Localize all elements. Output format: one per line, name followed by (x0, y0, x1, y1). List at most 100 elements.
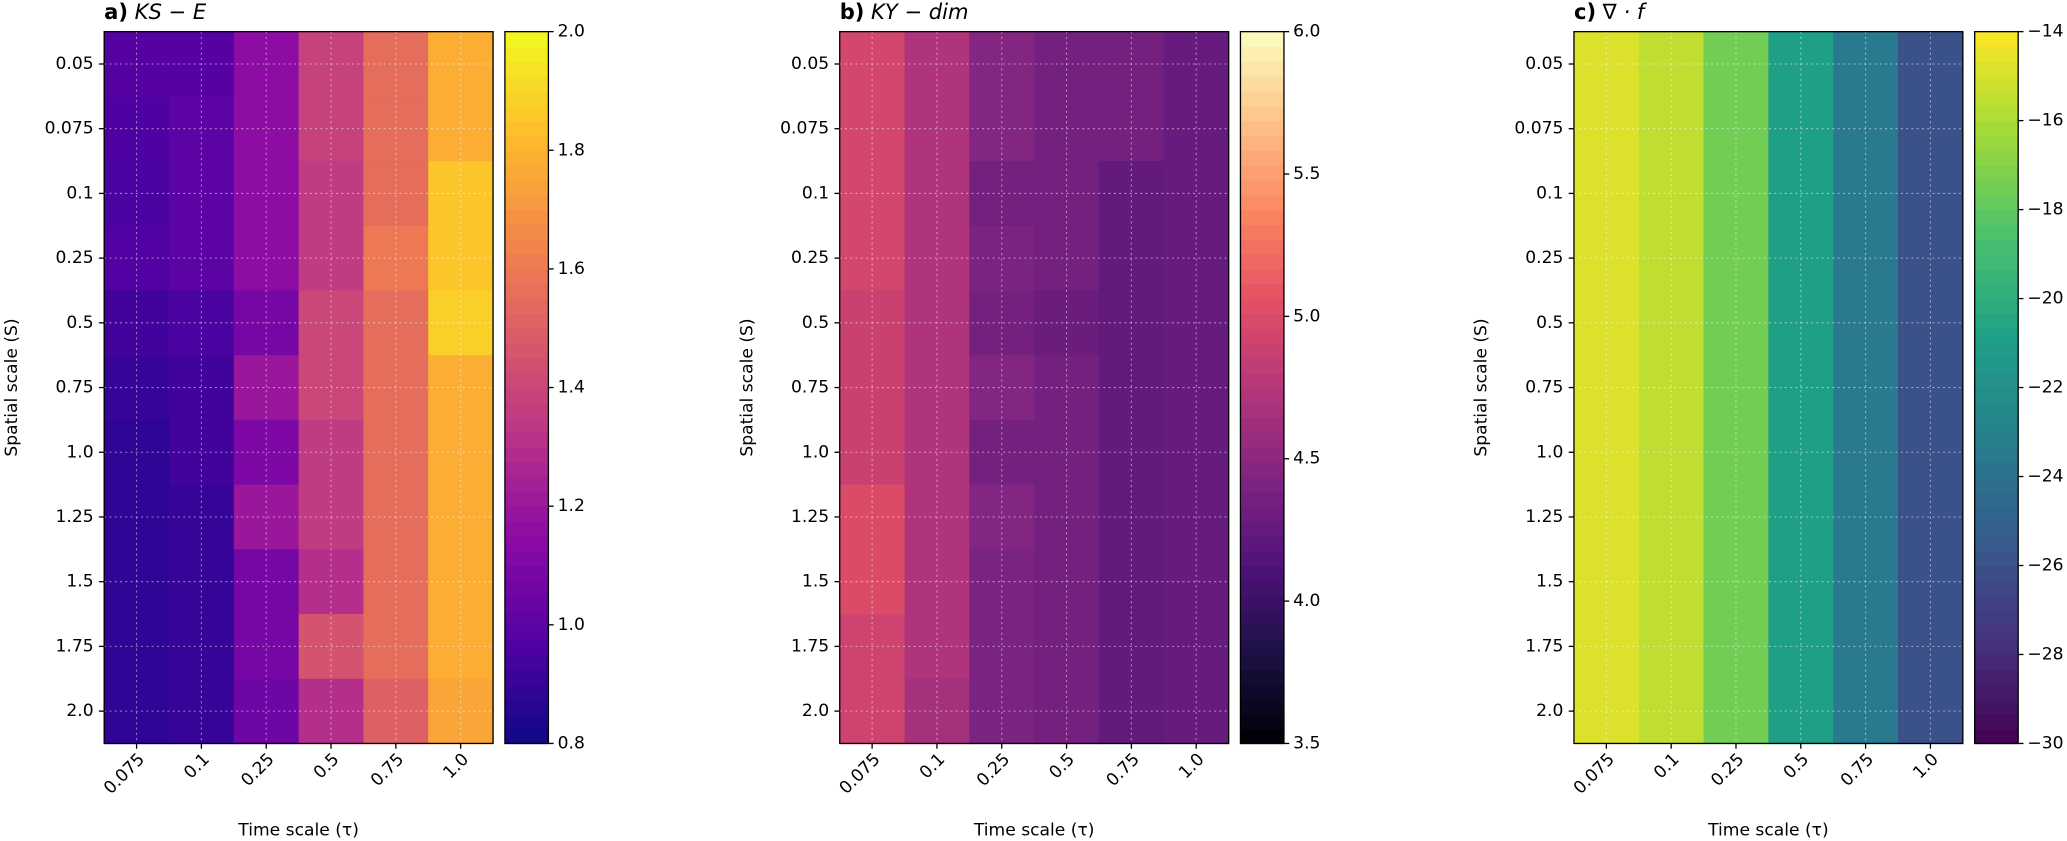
panel: 0.075 0.1 0.25 0.5 0.75 1.0 0.05 0.075 0.1 0.25 0.… (737, 0, 1320, 840)
colorbar-band (504, 31, 549, 48)
heatmap-cell (1703, 419, 1770, 486)
colorbar-tick-label: 1.8 (558, 140, 585, 160)
colorbar-band (1974, 491, 2019, 507)
colorbar-band (1974, 328, 2019, 344)
x-axis-label: Time scale (τ) (1707, 820, 1829, 840)
colorbar-band (1240, 491, 1284, 507)
colorbar-frame (1239, 30, 1285, 745)
colorbar-band (504, 328, 549, 344)
chart-title: c) ∇ · f (1574, 0, 1648, 24)
colorbar-band (1240, 179, 1284, 196)
colorbar-band (504, 165, 549, 181)
colorbar-band (504, 698, 549, 715)
colorbar-tick-label: 4.5 (1293, 449, 1320, 469)
colorbar-band (1974, 669, 2019, 685)
x-tick-label: 1.0 (1175, 750, 1208, 783)
colorbar-band (1240, 328, 1284, 344)
y-tick-label: 1.5 (802, 572, 829, 592)
colorbar-band (504, 179, 549, 196)
colorbar-band (1974, 624, 2019, 641)
colorbar-band (1240, 31, 1284, 48)
x-tick-label: 0.075 (1570, 750, 1619, 799)
colorbar-band (1974, 90, 2019, 107)
heatmap-cell (969, 614, 1035, 680)
colorbar-band (1974, 580, 2019, 596)
heatmap-cell (428, 614, 494, 680)
colorbar-tick-label: −20 (2027, 289, 2063, 309)
colorbar-band (1974, 194, 2019, 211)
colorbar-band (1240, 254, 1284, 270)
colorbar-tick-label: 5.5 (1293, 164, 1320, 184)
colorbar-band (1974, 684, 2019, 700)
colorbar-band (504, 550, 549, 567)
colorbar-band (1240, 120, 1284, 137)
y-tick-label: 2.0 (66, 701, 93, 721)
heatmap-cell (428, 419, 494, 486)
heatmap-cell (1163, 614, 1230, 680)
colorbar-band (1240, 624, 1284, 641)
colorbar-band (1974, 432, 2019, 448)
heatmap-cell (1898, 614, 1964, 680)
colorbar-band (1974, 224, 2019, 240)
colorbar-band (1974, 313, 2019, 329)
y-tick-label: 1.25 (791, 507, 829, 527)
colorbar-band (504, 268, 549, 285)
colorbar-band (1240, 535, 1284, 552)
colorbar-band (504, 224, 549, 240)
panel: 0.075 0.1 0.25 0.5 0.75 1.0 0.05 0.075 0.1 0.25 0.… (2, 0, 585, 840)
panel: 0.075 0.1 0.25 0.5 0.75 1.0 0.05 0.075 0.1 0.25 0.… (1472, 0, 2064, 840)
colorbar-band (1974, 372, 2019, 389)
x-tick-label: 0.075 (100, 750, 149, 799)
title-text: KS − E (135, 0, 207, 24)
panel-label: c) (1574, 0, 1596, 24)
y-axis-label: Spatial scale (S) (737, 318, 757, 456)
y-tick-label: 0.25 (1525, 248, 1563, 268)
colorbar-band (1974, 461, 2019, 478)
heatmap-cell (1703, 161, 1770, 227)
colorbar-band (1974, 595, 2019, 611)
colorbar-band (1240, 432, 1284, 448)
colorbar-band (1240, 105, 1284, 122)
heatmap-cell (233, 161, 300, 227)
heatmap-cell (428, 355, 494, 421)
colorbar-band (1240, 506, 1284, 522)
x-tick-label: 0.25 (1707, 750, 1748, 791)
colorbar-band (1240, 609, 1284, 626)
colorbar-band (1240, 268, 1284, 285)
y-axis-label: Spatial scale (S) (1472, 318, 1492, 456)
y-tick-label: 0.25 (791, 248, 829, 268)
heatmap-cell (1703, 614, 1770, 680)
y-tick-label: 1.75 (791, 636, 829, 656)
colorbar-band (1974, 46, 2019, 62)
x-tick-label: 0.75 (1837, 750, 1878, 791)
colorbar-band (1974, 61, 2019, 77)
colorbar-band (1974, 150, 2019, 166)
colorbar-tick-label: 1.6 (558, 259, 585, 279)
panel-label: b) (840, 0, 865, 24)
colorbar-band (1974, 120, 2019, 137)
colorbar-band (1240, 239, 1284, 255)
colorbar-band (504, 254, 549, 270)
x-axis-label: Time scale (τ) (973, 820, 1095, 840)
colorbar-tick-label: −16 (2027, 111, 2063, 131)
y-tick-label: 0.5 (1536, 313, 1563, 333)
title-text: KY − dim (871, 0, 969, 24)
colorbar-band (1974, 31, 2019, 48)
colorbar-band (504, 209, 549, 226)
colorbar-tick-label: −24 (2027, 467, 2063, 487)
y-axis-label: Spatial scale (S) (2, 318, 22, 456)
colorbar-band (1974, 476, 2019, 493)
colorbar-band (504, 417, 549, 433)
heatmap-cell (233, 419, 300, 486)
heatmap-cell (1163, 419, 1230, 486)
y-tick-label: 0.075 (1514, 119, 1563, 139)
colorbar-band (1240, 76, 1284, 92)
colorbar-tick-label: 3.5 (1293, 733, 1320, 753)
heatmap-cell (1898, 161, 1964, 227)
colorbar-band (1974, 446, 2019, 463)
colorbar-band (504, 713, 549, 730)
colorbar-band (504, 120, 549, 137)
colorbar-band (504, 402, 549, 418)
colorbar-band (504, 343, 549, 359)
